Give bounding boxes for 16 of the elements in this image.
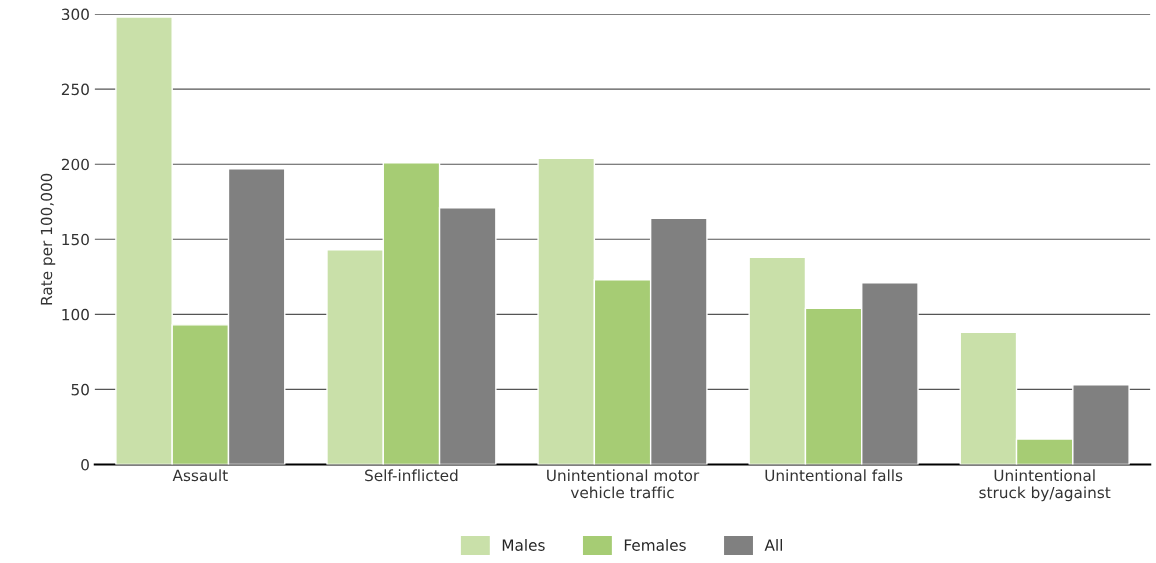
y-tick-label: 250: [61, 83, 89, 96]
x-tick-label: Assault: [172, 469, 228, 482]
y-tick-label: 300: [61, 8, 89, 21]
x-tick-label: Unintentional motor vehicle traffic: [547, 469, 700, 499]
x-tick-label: Unintentional struck by/against: [979, 469, 1111, 502]
y-tick-label: 100: [62, 308, 89, 321]
y-tick-label: 50: [71, 383, 89, 396]
legend-label: All: [764, 539, 782, 551]
y-axis-title: Rate per 100,000: [40, 173, 56, 305]
legend-label: Males: [502, 539, 545, 551]
legend-label: Females: [624, 539, 686, 551]
x-tick-label: Unintentional falls: [765, 469, 903, 482]
y-tick-label: 150: [62, 233, 89, 246]
x-tick-label: Self-inflicted: [365, 469, 458, 482]
y-tick-label: 200: [61, 158, 89, 171]
y-tick-label: 0: [81, 458, 89, 471]
